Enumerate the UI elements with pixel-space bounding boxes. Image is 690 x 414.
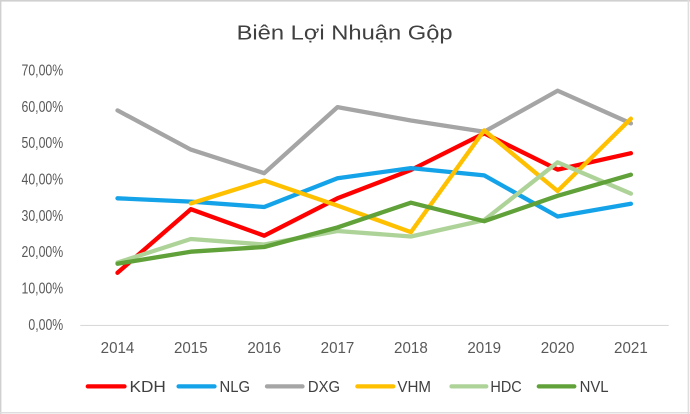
svg-text:DXG: DXG	[308, 379, 340, 396]
svg-text:2015: 2015	[174, 340, 208, 357]
svg-text:HDC: HDC	[490, 379, 521, 396]
svg-text:2019: 2019	[467, 340, 501, 357]
svg-text:2021: 2021	[614, 340, 648, 357]
svg-text:2016: 2016	[247, 340, 281, 357]
svg-text:0,00%: 0,00%	[28, 317, 63, 334]
svg-text:NVL: NVL	[580, 379, 609, 396]
svg-text:10,00%: 10,00%	[22, 281, 64, 298]
svg-text:40,00%: 40,00%	[22, 172, 64, 189]
svg-text:NLG: NLG	[220, 379, 251, 396]
svg-text:2018: 2018	[394, 340, 428, 357]
svg-text:2017: 2017	[321, 340, 355, 357]
svg-text:VHM: VHM	[397, 379, 431, 396]
svg-text:Biên Lợi Nhuận Gộp: Biên Lợi Nhuận Gộp	[237, 23, 453, 45]
svg-text:20,00%: 20,00%	[22, 244, 64, 261]
svg-text:KDH: KDH	[130, 379, 166, 396]
svg-text:2014: 2014	[101, 340, 135, 357]
svg-text:70,00%: 70,00%	[22, 63, 64, 80]
svg-text:50,00%: 50,00%	[22, 135, 64, 152]
svg-text:60,00%: 60,00%	[22, 99, 64, 116]
svg-text:2020: 2020	[541, 340, 575, 357]
svg-text:30,00%: 30,00%	[22, 208, 64, 225]
